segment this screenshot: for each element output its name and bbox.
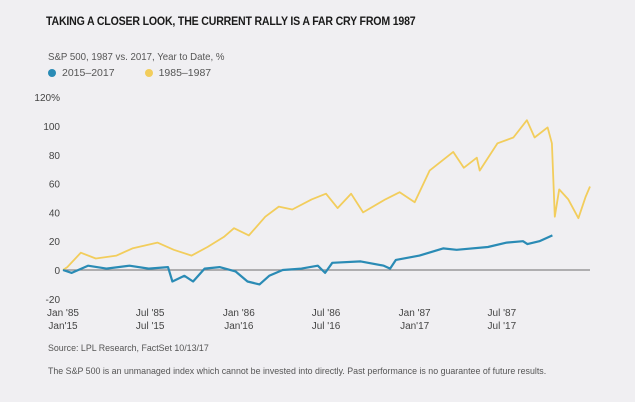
disclaimer: The S&P 500 is an unmanaged index which … xyxy=(48,366,547,377)
x-tick-label-bottom: Jan'16 xyxy=(224,321,254,332)
y-tick-label: 40 xyxy=(49,208,61,219)
legend: 2015–2017 1985–1987 xyxy=(48,67,211,79)
x-tick-label-bottom: Jul '16 xyxy=(312,321,341,332)
x-tick-label-bottom: Jan'17 xyxy=(400,321,430,332)
legend-dot-blue xyxy=(48,69,56,77)
legend-label: 2015–2017 xyxy=(62,67,115,79)
y-tick-label: 20 xyxy=(49,237,61,248)
legend-label: 1985–1987 xyxy=(158,67,212,79)
legend-dot-yellow xyxy=(144,69,153,77)
chart-title: TAKING A CLOSER LOOK, THE CURRENT RALLY … xyxy=(46,16,416,28)
y-tick-label: 100 xyxy=(43,122,60,133)
y-tick-label: 80 xyxy=(49,151,61,162)
legend-item-1985-1987: 1985–1987 xyxy=(144,67,212,79)
y-tick-label: -20 xyxy=(46,295,61,306)
y-tick-label: 120% xyxy=(34,93,60,104)
x-tick-label-top: Jan '85 xyxy=(47,308,79,319)
y-tick-label: 0 xyxy=(54,266,60,277)
x-tick-label-bottom: Jul '17 xyxy=(488,321,517,332)
series-line-1985-1987 xyxy=(62,119,591,271)
series-line-2015-2017 xyxy=(62,234,553,286)
y-tick-label: 60 xyxy=(49,180,61,191)
x-tick-label-top: Jan '86 xyxy=(223,308,255,319)
x-tick-label-bottom: Jul '15 xyxy=(136,321,165,332)
source-note: Source: LPL Research, FactSet 10/13/17 xyxy=(48,343,209,354)
chart-subtitle: S&P 500, 1987 vs. 2017, Year to Date, % xyxy=(48,51,225,63)
x-tick-label-top: Jul '85 xyxy=(136,308,165,319)
x-tick-label-bottom: Jan'15 xyxy=(48,321,78,332)
x-tick-label-top: Jan '87 xyxy=(399,308,431,319)
x-tick-label-top: Jul '87 xyxy=(488,308,517,319)
x-tick-label-top: Jul '86 xyxy=(312,308,341,319)
legend-item-2015-2017: 2015–2017 xyxy=(48,67,115,79)
